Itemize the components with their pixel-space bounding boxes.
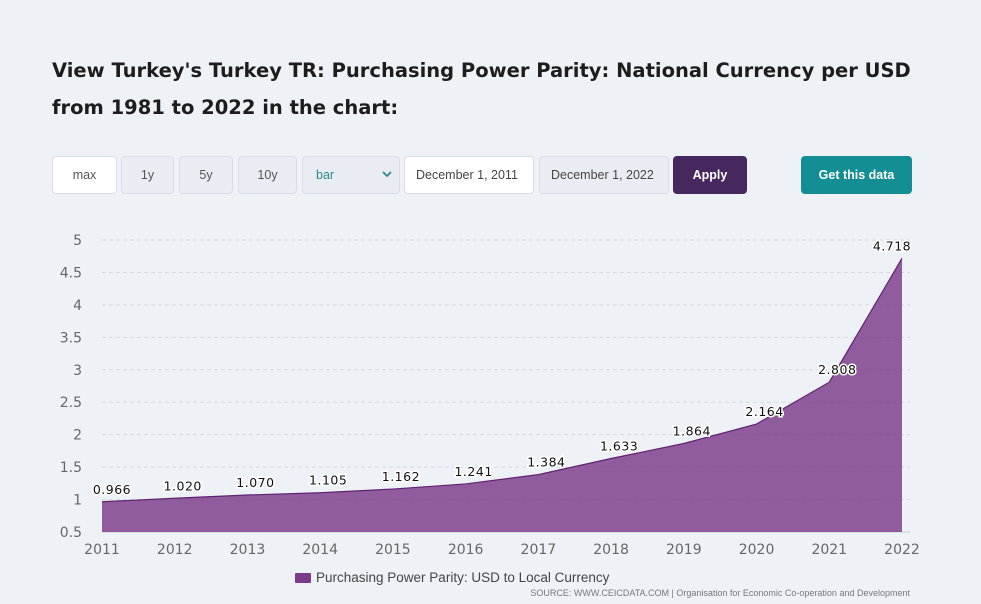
chart-legend[interactable]: Purchasing Power Parity: USD to Local Cu…: [295, 570, 609, 585]
y-tick-label: 5: [73, 233, 82, 249]
data-label: 0.966: [93, 482, 131, 497]
y-tick-label: 4.5: [60, 265, 82, 281]
data-label: 1.162: [382, 469, 420, 484]
range-1y-button[interactable]: 1y: [121, 156, 174, 194]
area-chart: 0.5 1 1.5 2 2.5 3 3.5 4 4.5 5 0.966 1.020 1.070 1.105…: [60, 233, 920, 558]
legend-swatch: [295, 572, 311, 583]
data-label: 1.241: [454, 464, 492, 479]
data-point: [100, 500, 104, 504]
data-point: [464, 482, 468, 486]
y-tick-label: 2.5: [60, 395, 82, 411]
chart-toolbar: max 1y 5y 10y bar December 1, 2011 Decem…: [52, 156, 912, 194]
range-5y-button[interactable]: 5y: [179, 156, 233, 194]
data-point: [391, 487, 395, 491]
y-tick-label: 4: [73, 298, 82, 314]
data-label: 2.164: [745, 404, 783, 419]
y-tick-label: 0.5: [60, 525, 82, 541]
data-point: [173, 496, 177, 500]
data-label: 1.384: [527, 455, 565, 470]
range-10y-button[interactable]: 10y: [238, 156, 297, 194]
y-tick-label: 2: [73, 428, 82, 444]
x-tick-label: 2018: [593, 542, 629, 558]
data-label: 4.718: [873, 238, 911, 253]
data-label: 1.070: [236, 475, 274, 490]
get-data-button[interactable]: Get this data: [801, 156, 912, 194]
source-text: SOURCE: WWW.CEICDATA.COM | Organisation …: [530, 588, 910, 598]
data-point: [245, 493, 249, 497]
x-tick-label: 2020: [739, 542, 775, 558]
x-tick-label: 2011: [84, 542, 120, 558]
data-label: 1.020: [164, 478, 202, 493]
data-point: [536, 473, 540, 477]
x-tick-label: 2013: [230, 542, 266, 558]
x-tick-label: 2022: [884, 542, 920, 558]
data-label: 1.105: [309, 473, 347, 488]
apply-button[interactable]: Apply: [673, 156, 747, 194]
x-tick-label: 2012: [157, 542, 193, 558]
chart-type-select[interactable]: bar: [302, 156, 400, 194]
x-tick-label: 2021: [811, 542, 847, 558]
y-tick-label: 1.5: [60, 460, 82, 476]
chevron-down-icon: [382, 171, 392, 178]
x-tick-label: 2019: [666, 542, 702, 558]
x-tick-label: 2015: [375, 542, 411, 558]
start-date-input[interactable]: December 1, 2011: [404, 156, 534, 194]
x-tick-label: 2014: [302, 542, 338, 558]
chart-type-selected: bar: [316, 168, 335, 182]
series-line: [101, 257, 903, 503]
data-point: [755, 422, 759, 426]
data-point: [827, 380, 831, 384]
range-max-button[interactable]: max: [52, 156, 117, 194]
data-point: [318, 491, 322, 495]
y-tick-label: 3.5: [60, 330, 82, 346]
y-tick-label: 1: [73, 493, 82, 509]
data-label: 2.808: [818, 362, 856, 377]
data-label: 1.633: [600, 438, 638, 453]
data-point: [609, 456, 613, 460]
end-date-input[interactable]: December 1, 2022: [539, 156, 669, 194]
x-tick-label: 2017: [521, 542, 557, 558]
data-label: 1.864: [673, 423, 711, 438]
legend-label: Purchasing Power Parity: USD to Local Cu…: [316, 570, 610, 585]
data-point: [682, 441, 686, 445]
x-tick-label: 2016: [448, 542, 484, 558]
page-heading: View Turkey's Turkey TR: Purchasing Powe…: [52, 59, 911, 119]
series-area: [102, 258, 902, 532]
y-tick-label: 3: [73, 363, 82, 379]
data-point: [900, 256, 904, 260]
